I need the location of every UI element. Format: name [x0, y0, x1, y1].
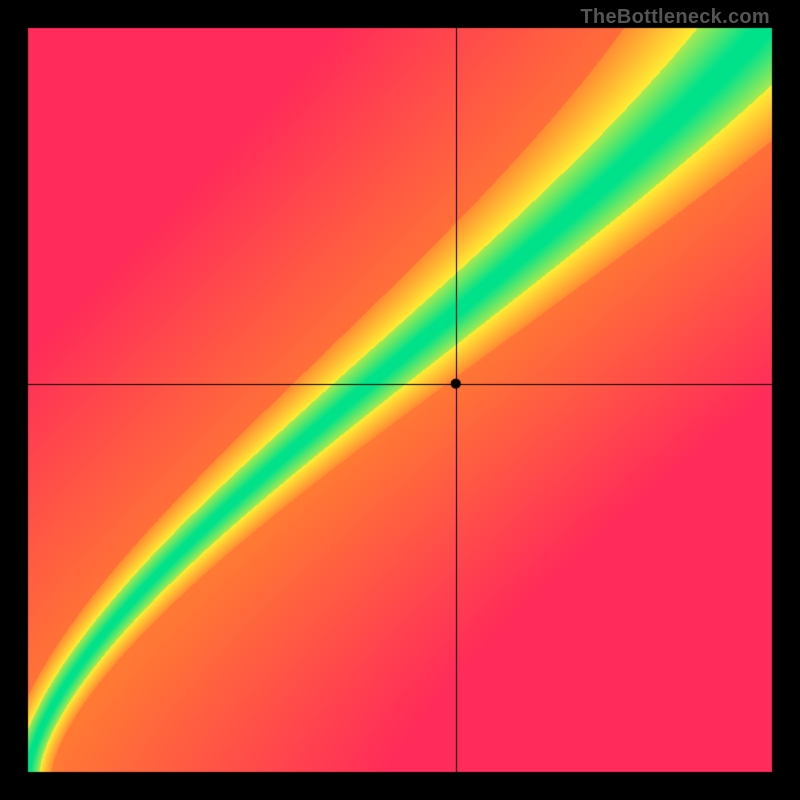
heatmap-canvas — [0, 0, 800, 800]
chart-container: TheBottleneck.com — [0, 0, 800, 800]
watermark-text: TheBottleneck.com — [580, 6, 770, 29]
